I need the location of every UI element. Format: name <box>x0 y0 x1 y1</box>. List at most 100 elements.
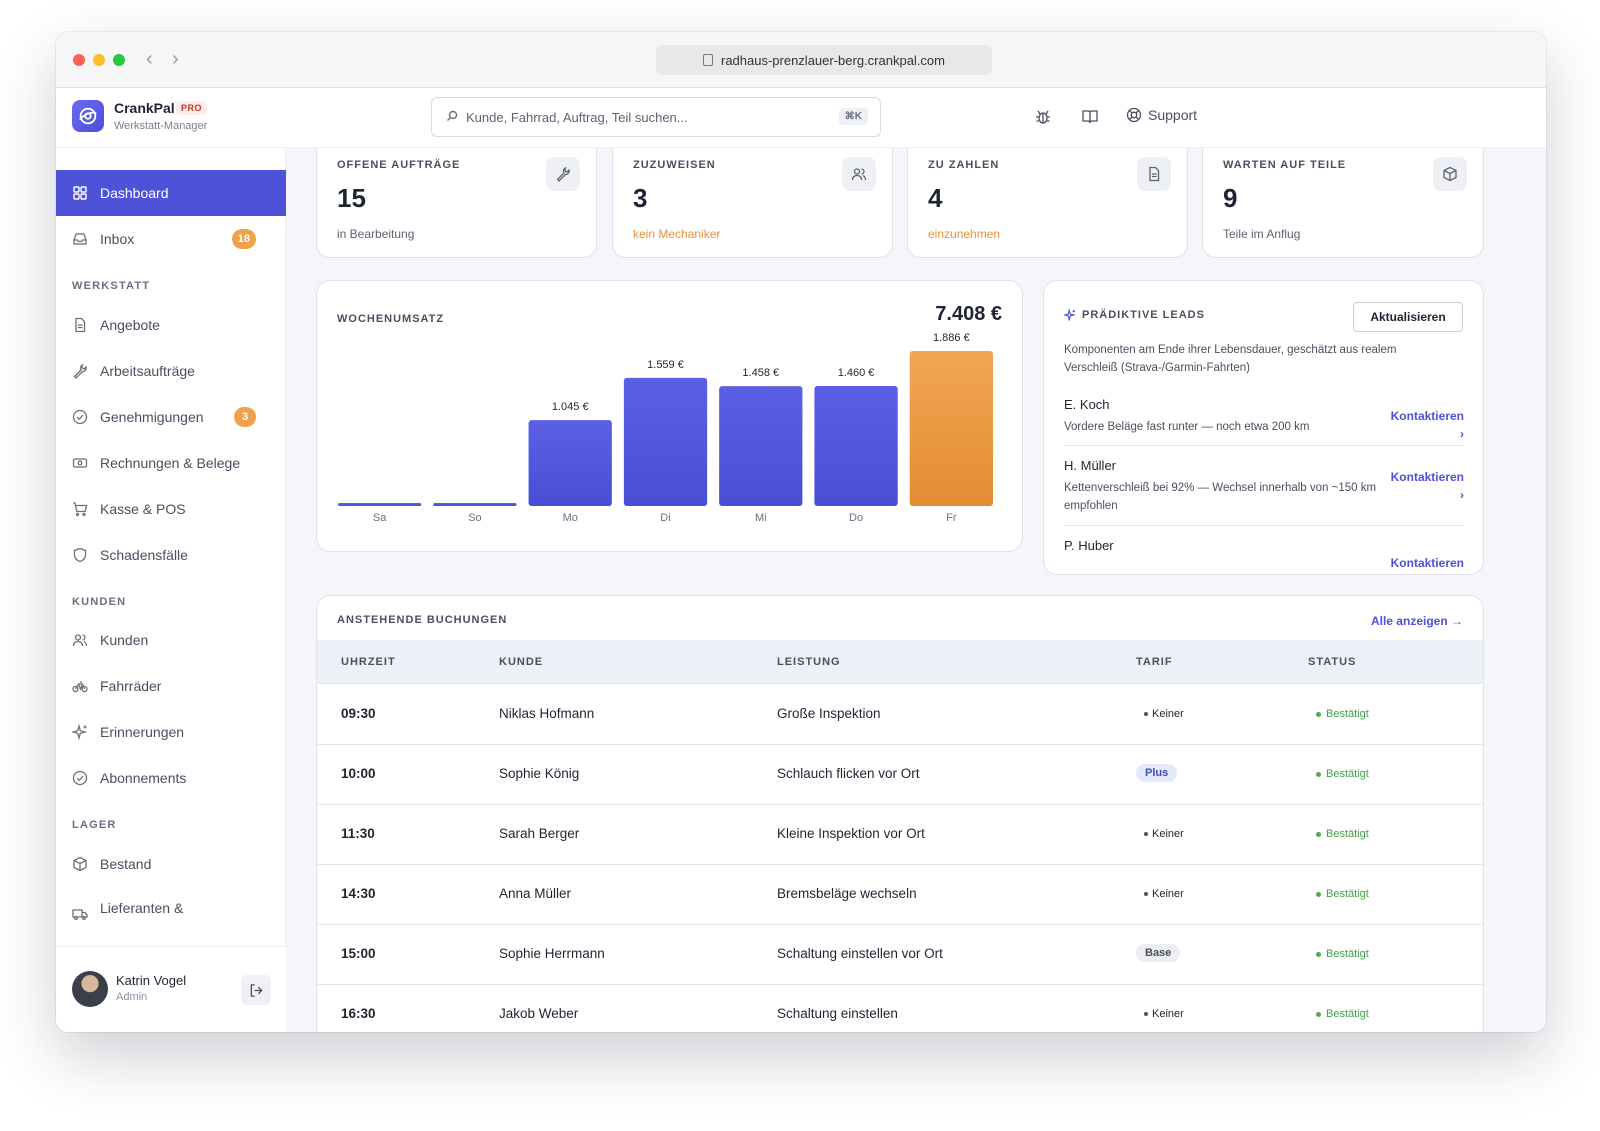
forward-arrow-icon[interactable]: › <box>172 48 179 70</box>
column-header[interactable]: LEISTUNG <box>777 656 841 668</box>
predictive-leads-card: PRÄDIKTIVE LEADS Aktualisieren Komponent… <box>1043 280 1484 575</box>
contact-link[interactable]: Kontaktieren › <box>1390 556 1464 570</box>
chart-category-label: Mo <box>563 512 578 524</box>
sidebar-item-genehmigungen[interactable]: Genehmigungen 3 <box>56 394 286 440</box>
contact-link[interactable]: Kontaktieren › <box>1390 470 1464 502</box>
chart-bar-do[interactable] <box>814 386 898 506</box>
page-icon <box>702 54 713 66</box>
show-all-link[interactable]: Alle anzeigen → <box>1370 614 1463 628</box>
status-badge: Bestätigt <box>1316 888 1369 900</box>
support-button[interactable]: Support <box>1126 107 1197 123</box>
table-row[interactable]: 09:30 Niklas Hofmann Große Inspektion Ke… <box>317 685 1483 745</box>
sparkle-icon <box>1064 309 1076 321</box>
column-header[interactable]: UHRZEIT <box>341 656 396 668</box>
crankpal-logo-icon[interactable] <box>72 100 104 132</box>
sidebar-item-inbox[interactable]: Inbox 18 <box>56 216 286 262</box>
bug-icon[interactable] <box>1034 108 1052 126</box>
booking-customer: Sarah Berger <box>499 826 580 841</box>
sidebar-item-rechnungen[interactable]: Rechnungen & Belege <box>56 440 286 486</box>
stat-value: 4 <box>928 183 943 213</box>
sidebar-item-schadensfaelle[interactable]: Schadensfälle <box>56 532 286 578</box>
chart-bar-mo[interactable] <box>528 420 612 506</box>
table-row[interactable]: 11:30 Sarah Berger Kleine Inspektion vor… <box>317 805 1483 865</box>
sparkle-icon <box>72 724 88 740</box>
booking-service: Schlauch flicken vor Ort <box>777 766 920 781</box>
logout-button[interactable] <box>241 975 271 1005</box>
global-search-input[interactable]: Kunde, Fahrrad, Auftrag, Teil suchen... … <box>431 97 881 137</box>
sidebar-item-lieferanten[interactable]: Lieferanten & <box>56 887 286 933</box>
chart-bar-fr[interactable] <box>909 351 993 506</box>
table-row[interactable]: 15:00 Sophie Herrmann Schaltung einstell… <box>317 925 1483 985</box>
refresh-leads-button[interactable]: Aktualisieren <box>1353 302 1463 332</box>
stat-card-zuzuweisen[interactable]: ZUZUWEISEN 3 kein Mechaniker <box>612 148 893 258</box>
search-shortcut: ⌘K <box>838 108 868 125</box>
stat-card-zu-zahlen[interactable]: ZU ZAHLEN 4 einzunehmen <box>907 148 1188 258</box>
sidebar-item-bestand[interactable]: Bestand <box>56 841 286 887</box>
status-badge: Bestätigt <box>1316 828 1369 840</box>
document-icon <box>75 317 86 333</box>
sidebar-item-label: Genehmigungen <box>100 409 204 425</box>
close-window-button[interactable] <box>73 54 85 66</box>
avatar[interactable] <box>72 971 108 1007</box>
status-badge: Bestätigt <box>1316 1008 1369 1020</box>
sidebar: Dashboard Inbox 18 WERKSTATT Angebote Ar… <box>56 148 286 1032</box>
sidebar-item-dashboard[interactable]: Dashboard <box>56 170 286 216</box>
column-header[interactable]: STATUS <box>1308 656 1357 668</box>
stat-value: 3 <box>633 183 648 213</box>
table-row[interactable]: 14:30 Anna Müller Bremsbeläge wechseln K… <box>317 865 1483 925</box>
stat-label: WARTEN AUF TEILE <box>1223 159 1347 171</box>
sidebar-item-kunden[interactable]: Kunden <box>56 617 286 663</box>
chart-title: WOCHENUMSATZ <box>337 313 445 325</box>
stat-card-warten-auf-teile[interactable]: WARTEN AUF TEILE 9 Teile im Anflug <box>1202 148 1484 258</box>
url-text: radhaus-prenzlauer-berg.crankpal.com <box>720 52 945 68</box>
lead-divider <box>1064 445 1464 446</box>
lead-item: P. Huber Kontaktieren › <box>1064 538 1464 570</box>
table-header: UHRZEIT KUNDE LEISTUNG TARIF STATUS <box>317 640 1483 684</box>
booking-service: Schaltung einstellen vor Ort <box>777 946 943 961</box>
booking-time: 09:30 <box>341 706 376 721</box>
chart-bar-so[interactable] <box>433 503 517 506</box>
sidebar-item-arbeitsauftraege[interactable]: Arbeitsaufträge <box>56 348 286 394</box>
sidebar-item-label: Rechnungen & Belege <box>100 455 241 471</box>
search-icon <box>447 110 458 121</box>
tarif-label: Keiner <box>1144 1008 1184 1020</box>
box-icon <box>73 856 87 872</box>
back-arrow-icon[interactable]: ‹ <box>146 48 153 70</box>
booking-customer: Sophie König <box>499 766 580 781</box>
cart-icon <box>73 502 88 517</box>
contact-link[interactable]: Kontaktieren › <box>1390 409 1464 441</box>
user-role: Admin <box>116 991 148 1003</box>
sidebar-item-label: Angebote <box>100 317 160 333</box>
table-row[interactable]: 16:30 Jakob Weber Schaltung einstellen K… <box>317 985 1483 1032</box>
stat-value: 15 <box>337 183 366 213</box>
chart-category-label: So <box>468 512 481 524</box>
chart-value-label: 1.886 € <box>933 332 970 344</box>
table-row[interactable]: 10:00 Sophie König Schlauch flicken vor … <box>317 745 1483 805</box>
address-bar[interactable]: radhaus-prenzlauer-berg.crankpal.com <box>656 45 992 75</box>
booking-customer: Niklas Hofmann <box>499 706 595 721</box>
sidebar-item-abonnements[interactable]: Abonnements <box>56 755 286 801</box>
sidebar-item-fahrraeder[interactable]: Fahrräder <box>56 663 286 709</box>
minimize-window-button[interactable] <box>93 54 105 66</box>
truck-icon <box>72 909 88 920</box>
sidebar-item-angebote[interactable]: Angebote <box>56 302 286 348</box>
sidebar-item-kasse[interactable]: Kasse & POS <box>56 486 286 532</box>
booking-service: Schaltung einstellen <box>777 1006 898 1021</box>
leads-title-text: PRÄDIKTIVE LEADS <box>1082 309 1205 321</box>
chart-category-label: Mi <box>755 512 767 524</box>
lead-text: Kettenverschleiß bei 92% — Wechsel inner… <box>1064 482 1377 512</box>
sidebar-section-kunden: KUNDEN <box>72 596 127 608</box>
column-header[interactable]: KUNDE <box>499 656 544 668</box>
users-icon <box>72 634 88 647</box>
chart-bar-di[interactable] <box>623 377 708 506</box>
inbox-icon <box>73 233 87 245</box>
sidebar-item-erinnerungen[interactable]: Erinnerungen <box>56 709 286 755</box>
stat-card-offene-auftraege[interactable]: OFFENE AUFTRÄGE 15 in Bearbeitung <box>316 148 597 258</box>
maximize-window-button[interactable] <box>113 54 125 66</box>
chart-bar-sa[interactable] <box>338 503 422 506</box>
sidebar-item-label: Arbeitsaufträge <box>100 363 195 379</box>
book-icon[interactable] <box>1081 108 1099 126</box>
column-header[interactable]: TARIF <box>1136 656 1173 668</box>
chart-bar-mi[interactable] <box>719 386 803 506</box>
sidebar-item-label: Schadensfälle <box>100 547 188 563</box>
